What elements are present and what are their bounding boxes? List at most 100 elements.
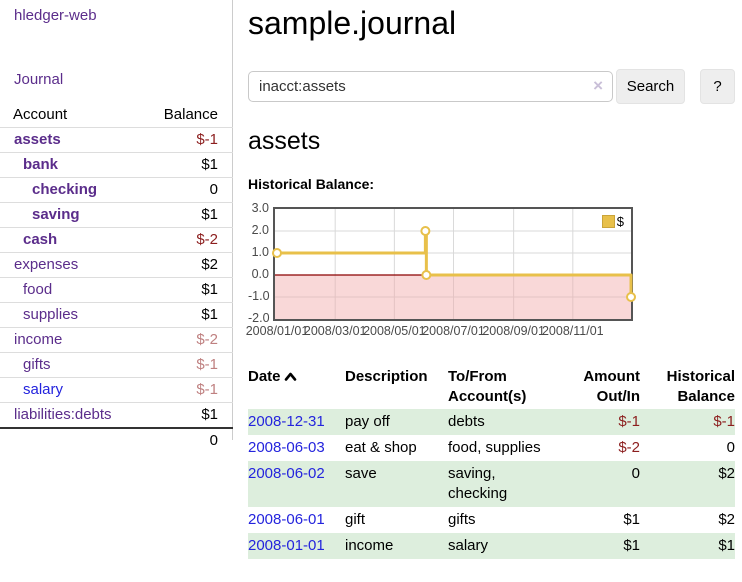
transaction-row[interactable]: 2008-06-03 eat & shop food, supplies $-2 0 xyxy=(248,435,735,461)
sidebar-account-link[interactable]: gifts xyxy=(23,356,51,373)
account-row: saving $1 xyxy=(0,202,233,228)
account-balance: $-2 xyxy=(196,331,218,348)
register-column-header[interactable]: Description xyxy=(345,368,428,385)
sidebar-account-link[interactable]: salary xyxy=(23,381,64,398)
account-row: bank $1 xyxy=(0,152,233,178)
y-axis-tick-label: -1.0 xyxy=(248,289,270,303)
account-balance: $1 xyxy=(201,406,218,423)
y-axis-tick-label: 3.0 xyxy=(251,201,269,215)
transaction-amount: $1 xyxy=(623,511,640,528)
sidebar-account-link[interactable]: supplies xyxy=(23,306,79,323)
transaction-date-link[interactable]: 2008-06-01 xyxy=(248,511,325,528)
x-axis-tick-label: 2008/11/01 xyxy=(541,324,604,338)
transaction-accounts: debts xyxy=(448,413,485,430)
transaction-balance: $1 xyxy=(718,537,735,554)
sidebar-total-row: 0 xyxy=(0,428,233,453)
account-row: gifts $-1 xyxy=(0,352,233,378)
transaction-amount: 0 xyxy=(631,465,640,482)
transaction-date-link[interactable]: 2008-06-03 xyxy=(248,439,325,456)
account-heading: assets xyxy=(248,127,321,155)
transaction-row[interactable]: 2008-01-01 income salary $1 $1 xyxy=(248,533,735,559)
transaction-row[interactable]: 2008-06-02 save saving, checking 0 $2 xyxy=(248,461,735,507)
chart-y-axis: 3.0 2.0 1.0 0.0 -1.0 -2.0 xyxy=(248,201,270,325)
x-axis-tick-label: 2008/01/01 xyxy=(245,324,309,338)
account-balance: $1 xyxy=(201,206,218,223)
sidebar-account-link[interactable]: food xyxy=(23,281,53,298)
transaction-description: eat & shop xyxy=(345,439,417,456)
main-content: sample.journal × Search ? assets Histori… xyxy=(245,0,742,582)
account-row: salary $-1 xyxy=(0,377,233,403)
transaction-amount: $1 xyxy=(623,537,640,554)
account-row: supplies $1 xyxy=(0,302,233,328)
transaction-amount: $-1 xyxy=(618,413,640,430)
x-axis-tick-label: 2008/07/01 xyxy=(422,324,485,338)
transaction-description: income xyxy=(345,537,394,554)
sidebar: hledger-web Journal Account Balance asse… xyxy=(0,0,233,449)
brand-link[interactable]: hledger-web xyxy=(14,7,97,24)
sidebar-account-link[interactable]: cash xyxy=(23,231,58,248)
y-axis-tick-label: 1.0 xyxy=(251,245,269,259)
transaction-row[interactable]: 2008-06-01 gift gifts $1 $2 xyxy=(248,507,735,533)
account-row: food $1 xyxy=(0,277,233,303)
account-balance: $-1 xyxy=(196,381,218,398)
account-balance: $2 xyxy=(201,256,218,273)
transaction-accounts: food, supplies xyxy=(448,439,541,456)
register-column-header[interactable]: Amount Out/In xyxy=(583,368,640,405)
sidebar-account-link[interactable]: liabilities:debts xyxy=(14,406,112,423)
register-table: Date Description To/From Account(s) Amount Ou… xyxy=(248,365,735,559)
sidebar-account-link[interactable]: bank xyxy=(23,156,59,173)
account-row: cash $-2 xyxy=(0,227,233,253)
transaction-balance: $2 xyxy=(718,511,735,528)
transaction-accounts: gifts xyxy=(448,511,476,528)
account-balance: $1 xyxy=(201,306,218,323)
account-row: liabilities:debts $1 xyxy=(0,402,233,429)
sidebar-account-link[interactable]: saving xyxy=(32,206,80,223)
chart-title: Historical Balance: xyxy=(248,176,375,192)
sort-ascending-icon xyxy=(284,372,296,381)
y-axis-tick-label: 2.0 xyxy=(251,223,269,237)
account-row: checking 0 xyxy=(0,177,233,203)
legend-label: $ xyxy=(616,214,624,229)
transaction-description: save xyxy=(345,465,377,482)
search-input[interactable] xyxy=(248,71,613,102)
transaction-date-link[interactable]: 2008-12-31 xyxy=(248,413,325,430)
balance-chart: 3.0 2.0 1.0 0.0 -1.0 -2.0 $ 2008/01/01 2008/03… xyxy=(245,201,737,346)
transaction-date-link[interactable]: 2008-06-02 xyxy=(248,465,325,482)
x-axis-tick-label: 2008/05/01 xyxy=(363,324,426,338)
account-balance: 0 xyxy=(209,181,218,198)
sidebar-total-balance: 0 xyxy=(209,432,218,449)
register-column-header[interactable]: Date xyxy=(248,365,345,409)
x-axis-tick-label: 2008/03/01 xyxy=(303,324,367,338)
sidebar-account-link[interactable]: checking xyxy=(32,181,98,198)
x-axis-tick-label: 2008/09/01 xyxy=(482,324,545,338)
account-balance: $-1 xyxy=(196,356,218,373)
sidebar-account-link[interactable]: expenses xyxy=(14,256,79,273)
transaction-date-link[interactable]: 2008-01-01 xyxy=(248,537,325,554)
account-row: income $-2 xyxy=(0,327,233,353)
transaction-row[interactable]: 2008-12-31 pay off debts $-1 $-1 xyxy=(248,409,735,435)
account-balance: $-2 xyxy=(196,231,218,248)
transaction-amount: $-2 xyxy=(618,439,640,456)
search-bar: × Search ? xyxy=(248,69,742,104)
sidebar-account-link[interactable]: assets xyxy=(14,131,61,148)
y-axis-tick-label: -2.0 xyxy=(248,311,270,325)
sidebar-account-link[interactable]: income xyxy=(14,331,63,348)
transaction-balance: $2 xyxy=(718,465,735,482)
search-button[interactable]: Search xyxy=(616,69,685,104)
register-column-header[interactable]: To/From Account(s) xyxy=(448,368,527,405)
transaction-balance: 0 xyxy=(726,439,735,456)
transaction-description: pay off xyxy=(345,413,390,430)
register-column-header[interactable]: Historical Balance xyxy=(666,368,735,405)
transaction-balance: $-1 xyxy=(713,413,735,430)
sidebar-table-header-row: Account Balance xyxy=(0,103,233,128)
help-button[interactable]: ? xyxy=(700,69,735,104)
sidebar-accounts-body: assets $-1 bank $1 checking 0 saving $1 cash $-2 e… xyxy=(0,127,233,429)
y-axis-tick-label: 0.0 xyxy=(251,267,269,281)
transaction-accounts: salary xyxy=(448,537,489,554)
chart-plot[interactable]: $ xyxy=(272,207,636,321)
register-body: 2008-12-31 pay off debts $-1 $-1 2008-06-03 ea… xyxy=(248,409,735,559)
register-header-row: Date Description To/From Account(s) Amount Ou… xyxy=(248,365,735,409)
clear-search-icon[interactable]: × xyxy=(593,76,603,95)
sidebar-item-journal[interactable]: Journal xyxy=(14,71,64,88)
transaction-description: gift xyxy=(345,511,366,528)
